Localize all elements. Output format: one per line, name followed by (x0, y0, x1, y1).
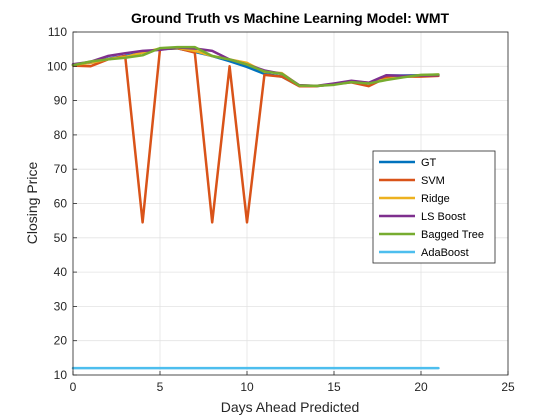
x-tick-label: 20 (414, 380, 428, 394)
legend-label-ls-boost: LS Boost (421, 211, 466, 223)
y-tick-label: 10 (54, 368, 68, 382)
axis-ticks: 0 5 10 15 20 25 10 20 30 40 50 60 70 80 90 100 110 (47, 25, 515, 394)
legend: GT SVM Ridge LS Boost Bagged Tree AdaBoost (372, 150, 496, 264)
y-tick-label: 30 (54, 299, 68, 313)
legend-label-bagged-tree: Bagged Tree (421, 229, 484, 241)
legend-box (372, 150, 496, 264)
series-line-bagged-tree (71, 45, 440, 88)
y-axis-label: Closing Price (24, 162, 40, 245)
legend-label-adaboost: AdaBoost (421, 247, 469, 259)
x-tick-label: 15 (327, 380, 341, 394)
legend-label-gt: GT (421, 157, 437, 169)
legend-label-ridge: Ridge (421, 193, 450, 205)
x-tick-label: 10 (240, 380, 254, 394)
y-tick-label: 20 (54, 334, 68, 348)
x-tick-label: 0 (70, 380, 77, 394)
y-tick-label: 60 (54, 197, 68, 211)
y-tick-label: 40 (54, 265, 68, 279)
series-lines (71, 45, 440, 370)
x-tick-label: 25 (501, 380, 515, 394)
chart-title: Ground Truth vs Machine Learning Model: … (131, 10, 450, 26)
y-tick-label: 110 (48, 25, 67, 39)
legend-label-svm: SVM (421, 175, 445, 187)
y-tick-label: 100 (47, 59, 67, 73)
y-tick-label: 90 (54, 94, 68, 108)
x-axis-label: Days Ahead Predicted (221, 399, 360, 415)
y-tick-label: 80 (54, 128, 68, 142)
y-tick-label: 70 (54, 162, 68, 176)
y-tick-label: 50 (54, 231, 68, 245)
x-tick-label: 5 (157, 380, 164, 394)
